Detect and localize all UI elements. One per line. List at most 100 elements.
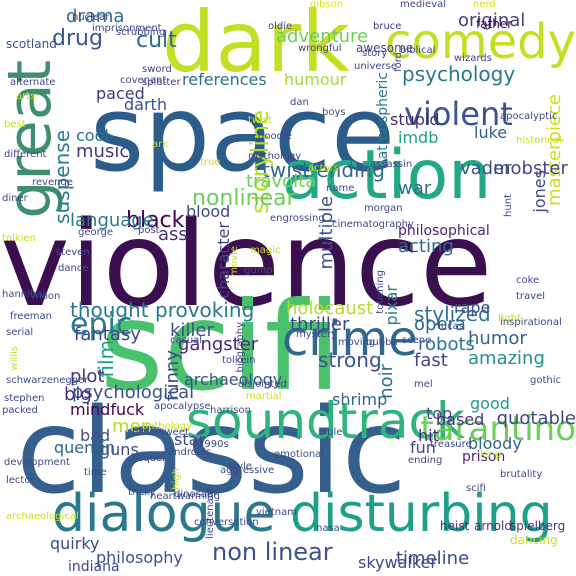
word-black: black [126, 208, 185, 233]
word-androids: androids [168, 447, 212, 458]
word-lieutenant: lieutenant [205, 488, 216, 539]
word-big: big [64, 384, 92, 405]
word-stupid: stupid [390, 110, 440, 129]
word-archaeology: archaeology [184, 370, 283, 389]
word-inspirational: inspirational [500, 317, 562, 328]
word-schwarzenegger: schwarzenegger [6, 375, 89, 386]
word-arnold: arnold [474, 519, 512, 533]
word-moving: moving [338, 337, 376, 348]
word-bad: bad [80, 426, 111, 445]
word-best: best [4, 119, 26, 130]
word-apocalyptic: apocalyptic [500, 111, 558, 122]
word-war: war [398, 178, 432, 199]
word-cool: cool [76, 126, 109, 145]
word-arts: arts [16, 91, 36, 102]
word-post: post [138, 225, 160, 236]
word-disjointed: disjointed [238, 379, 287, 390]
word-apocalypse: apocalypse [154, 401, 211, 412]
word-rape: rape [454, 298, 491, 317]
word-space: space [90, 73, 396, 195]
word-casual: casual [170, 335, 203, 346]
word-non-linear: non linear [212, 538, 333, 566]
word-freeman: freeman [10, 311, 52, 322]
word-quentin: quentin [54, 438, 116, 457]
word-dinosaur: dinosaur [174, 489, 218, 500]
word-good: good [470, 394, 510, 413]
word-mythology: mythology [248, 151, 302, 162]
word-darth: darth [124, 95, 167, 114]
word-luke: luke [474, 123, 508, 142]
word-martial: martial [246, 391, 282, 402]
word-jones: jones [530, 170, 549, 213]
word-amazing: amazing [468, 348, 545, 369]
word-scifi: scifi [100, 276, 342, 418]
word-boys: boys [322, 107, 346, 118]
word-ass: ass [158, 224, 188, 245]
word-lector: lector [6, 475, 35, 486]
word-conversation: conversation [194, 517, 259, 528]
word-fantasy: fantasy [74, 324, 141, 345]
word-brutality: brutality [500, 469, 543, 480]
word-thriller: thriller [290, 314, 350, 335]
word-holocaust: holocaust [286, 298, 374, 319]
word-dancing: dancing [510, 533, 558, 547]
word-based: based [436, 410, 485, 429]
word-medieval: medieval [400, 0, 446, 10]
word-spielberg: spielberg [510, 519, 566, 533]
word-men: men [112, 416, 153, 437]
word-nonlinear: nonlinear [192, 186, 296, 211]
word-vader: vader [460, 158, 512, 179]
word-imdb: imdb [398, 128, 439, 147]
word-mindfuck: mindfuck [70, 400, 145, 419]
word-aggressive: aggressive [220, 465, 275, 476]
word-archaeological: archaeological [6, 511, 79, 522]
word-willis: willis [9, 346, 20, 371]
word-tolkien: tolkien [2, 233, 36, 244]
word-indiana: indiana [68, 559, 120, 575]
word-time: time [84, 467, 107, 478]
word-quirky: quirky [50, 534, 100, 553]
word-philosophical: philosophical [398, 223, 490, 239]
word-star: star [174, 430, 205, 449]
word-ark: ark [152, 139, 169, 150]
word-diner: diner [2, 193, 28, 204]
word-touching: touching [375, 270, 386, 314]
word-biblical: biblical [400, 45, 436, 56]
word-twist: twist [248, 115, 273, 126]
word-comedy: comedy [385, 14, 576, 70]
word-hannibal: hannibal [2, 289, 46, 300]
word-true: true [200, 157, 221, 168]
word-development: development [4, 457, 70, 468]
word-coke: coke [516, 275, 540, 286]
word-thought-provoking: thought provoking [70, 298, 255, 322]
word-george: george [78, 227, 114, 238]
word-mystery: mystery [296, 329, 337, 340]
word-morgan: morgan [364, 203, 403, 214]
word-guns: guns [100, 440, 139, 459]
word-sword: sword [142, 64, 172, 75]
word-killer: killer [170, 320, 214, 341]
word-story: story [362, 48, 388, 59]
word-father: father [476, 17, 513, 31]
word-splatter: splatter [142, 77, 181, 88]
word-psychological: psychological [72, 382, 195, 403]
word-epic: epic [70, 307, 133, 342]
word-fast: fast [414, 350, 448, 371]
word-sequel: sequel [132, 453, 165, 464]
word-plot: plot [70, 366, 105, 387]
word-historical: historical [516, 135, 562, 146]
word-music: music [76, 141, 130, 162]
word-bloody: bloody [468, 434, 522, 453]
word-packed: packed [2, 405, 38, 416]
word-stylized: stylized [414, 302, 491, 326]
word-top: top [426, 404, 453, 423]
word-twist-ending: twist ending [262, 158, 385, 182]
word-original: original [458, 10, 526, 31]
word-heartwarming: heartwarming [150, 491, 221, 502]
word-disturbing: disturbing [290, 484, 553, 544]
word-acting: acting [398, 236, 454, 257]
word-shrimp: shrimp [332, 390, 388, 409]
word-cinematography: cinematography [332, 219, 414, 230]
word-emotional: emotional [274, 449, 325, 460]
